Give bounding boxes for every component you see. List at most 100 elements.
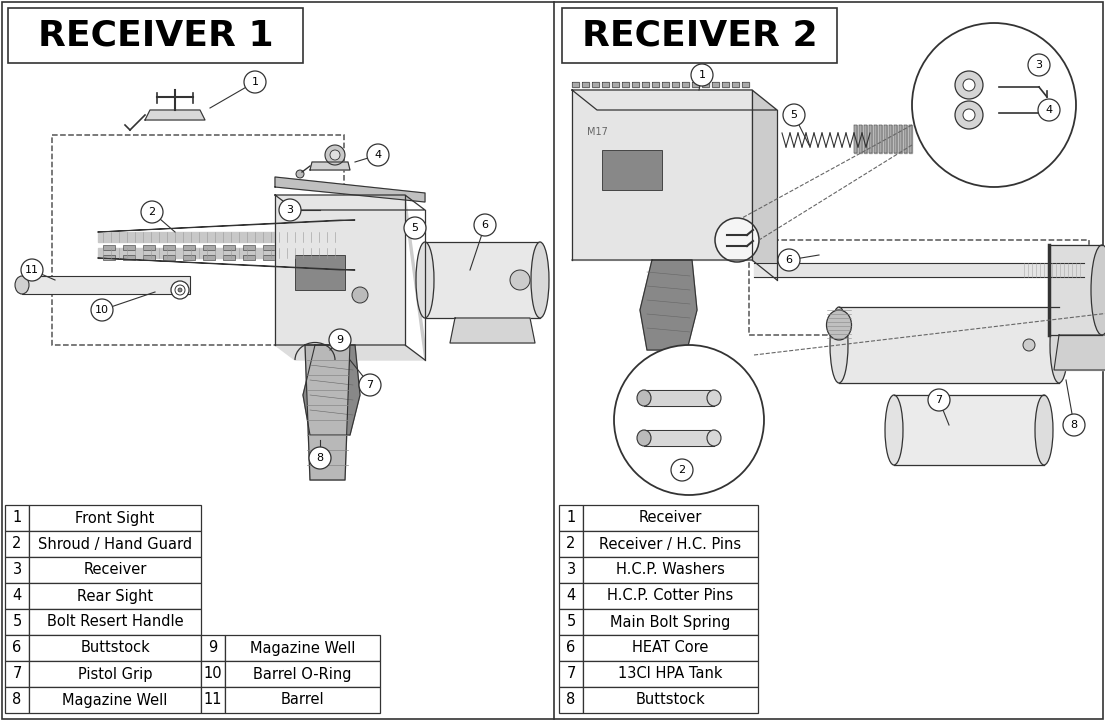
Text: 8: 8 — [12, 692, 22, 707]
Polygon shape — [305, 345, 350, 480]
Text: Receiver / H.C. Pins: Receiver / H.C. Pins — [599, 536, 741, 552]
Polygon shape — [1054, 335, 1105, 370]
Ellipse shape — [1091, 245, 1105, 335]
Text: 7: 7 — [12, 666, 22, 681]
Text: Barrel: Barrel — [281, 692, 324, 707]
Text: Shroud / Hand Guard: Shroud / Hand Guard — [38, 536, 192, 552]
Circle shape — [309, 447, 332, 469]
Circle shape — [955, 101, 983, 129]
Bar — [283, 255, 295, 260]
Circle shape — [912, 23, 1076, 187]
Bar — [29, 531, 201, 557]
Polygon shape — [859, 125, 862, 153]
Ellipse shape — [415, 242, 434, 318]
Polygon shape — [732, 82, 739, 87]
Bar — [183, 255, 194, 260]
Circle shape — [91, 299, 113, 321]
Bar — [602, 150, 662, 190]
Text: 2: 2 — [567, 536, 576, 552]
Polygon shape — [572, 90, 777, 110]
Polygon shape — [303, 345, 360, 435]
Bar — [6, 505, 29, 531]
Bar — [323, 255, 335, 260]
Polygon shape — [572, 90, 753, 260]
Text: 5: 5 — [411, 223, 419, 233]
Bar — [583, 505, 758, 531]
Bar — [29, 557, 201, 583]
Polygon shape — [640, 260, 697, 350]
Text: Front Sight: Front Sight — [75, 510, 155, 526]
Circle shape — [278, 199, 301, 221]
Polygon shape — [622, 82, 629, 87]
Text: Receiver: Receiver — [639, 510, 702, 526]
Polygon shape — [602, 82, 609, 87]
Circle shape — [329, 329, 351, 351]
Bar — [201, 661, 225, 687]
Bar — [29, 635, 201, 661]
Bar — [8, 8, 303, 63]
Bar — [29, 505, 201, 531]
Circle shape — [296, 170, 304, 178]
Ellipse shape — [636, 430, 651, 446]
Text: 3: 3 — [1035, 60, 1042, 70]
Circle shape — [178, 288, 182, 292]
Text: HEAT Core: HEAT Core — [632, 640, 708, 655]
Circle shape — [511, 270, 530, 290]
Text: 6: 6 — [786, 255, 792, 265]
Circle shape — [715, 218, 759, 262]
Text: 4: 4 — [12, 588, 22, 603]
Bar — [6, 609, 29, 635]
Polygon shape — [854, 125, 857, 153]
Bar — [123, 245, 135, 250]
Bar — [263, 245, 275, 250]
Bar — [283, 245, 295, 250]
Polygon shape — [909, 125, 912, 153]
Text: 11: 11 — [25, 265, 39, 275]
Bar — [225, 661, 380, 687]
Text: RECEIVER 1: RECEIVER 1 — [38, 19, 273, 53]
Text: 5: 5 — [790, 110, 798, 120]
Text: 1: 1 — [252, 77, 259, 87]
Polygon shape — [890, 125, 892, 153]
Polygon shape — [899, 125, 902, 153]
Circle shape — [962, 109, 975, 121]
Ellipse shape — [707, 430, 720, 446]
Bar — [223, 245, 235, 250]
Polygon shape — [632, 82, 639, 87]
Bar — [243, 255, 255, 260]
Polygon shape — [592, 82, 599, 87]
Polygon shape — [869, 125, 872, 153]
Text: 9: 9 — [209, 640, 218, 655]
Bar — [6, 687, 29, 713]
Polygon shape — [722, 82, 729, 87]
Bar — [559, 687, 583, 713]
Polygon shape — [702, 82, 709, 87]
Text: 9: 9 — [336, 335, 344, 345]
Text: H.C.P. Washers: H.C.P. Washers — [617, 562, 725, 578]
Bar — [303, 245, 315, 250]
Ellipse shape — [428, 254, 452, 276]
Bar — [263, 255, 275, 260]
Text: 8: 8 — [1071, 420, 1077, 430]
Polygon shape — [642, 82, 649, 87]
Text: Magazine Well: Magazine Well — [250, 640, 355, 655]
Polygon shape — [672, 82, 678, 87]
Polygon shape — [145, 110, 206, 120]
Circle shape — [171, 281, 189, 299]
Text: 5: 5 — [567, 614, 576, 629]
Circle shape — [367, 144, 389, 166]
Circle shape — [691, 64, 713, 86]
Circle shape — [962, 79, 975, 91]
Text: H.C.P. Cotter Pins: H.C.P. Cotter Pins — [608, 588, 734, 603]
Polygon shape — [311, 162, 350, 170]
Bar — [29, 661, 201, 687]
Bar — [559, 505, 583, 531]
Ellipse shape — [15, 276, 29, 294]
Ellipse shape — [707, 390, 720, 406]
Polygon shape — [754, 263, 1084, 277]
Text: 5: 5 — [12, 614, 22, 629]
Bar — [29, 583, 201, 609]
Text: Magazine Well: Magazine Well — [62, 692, 168, 707]
Polygon shape — [878, 125, 882, 153]
Text: 3: 3 — [286, 205, 294, 215]
